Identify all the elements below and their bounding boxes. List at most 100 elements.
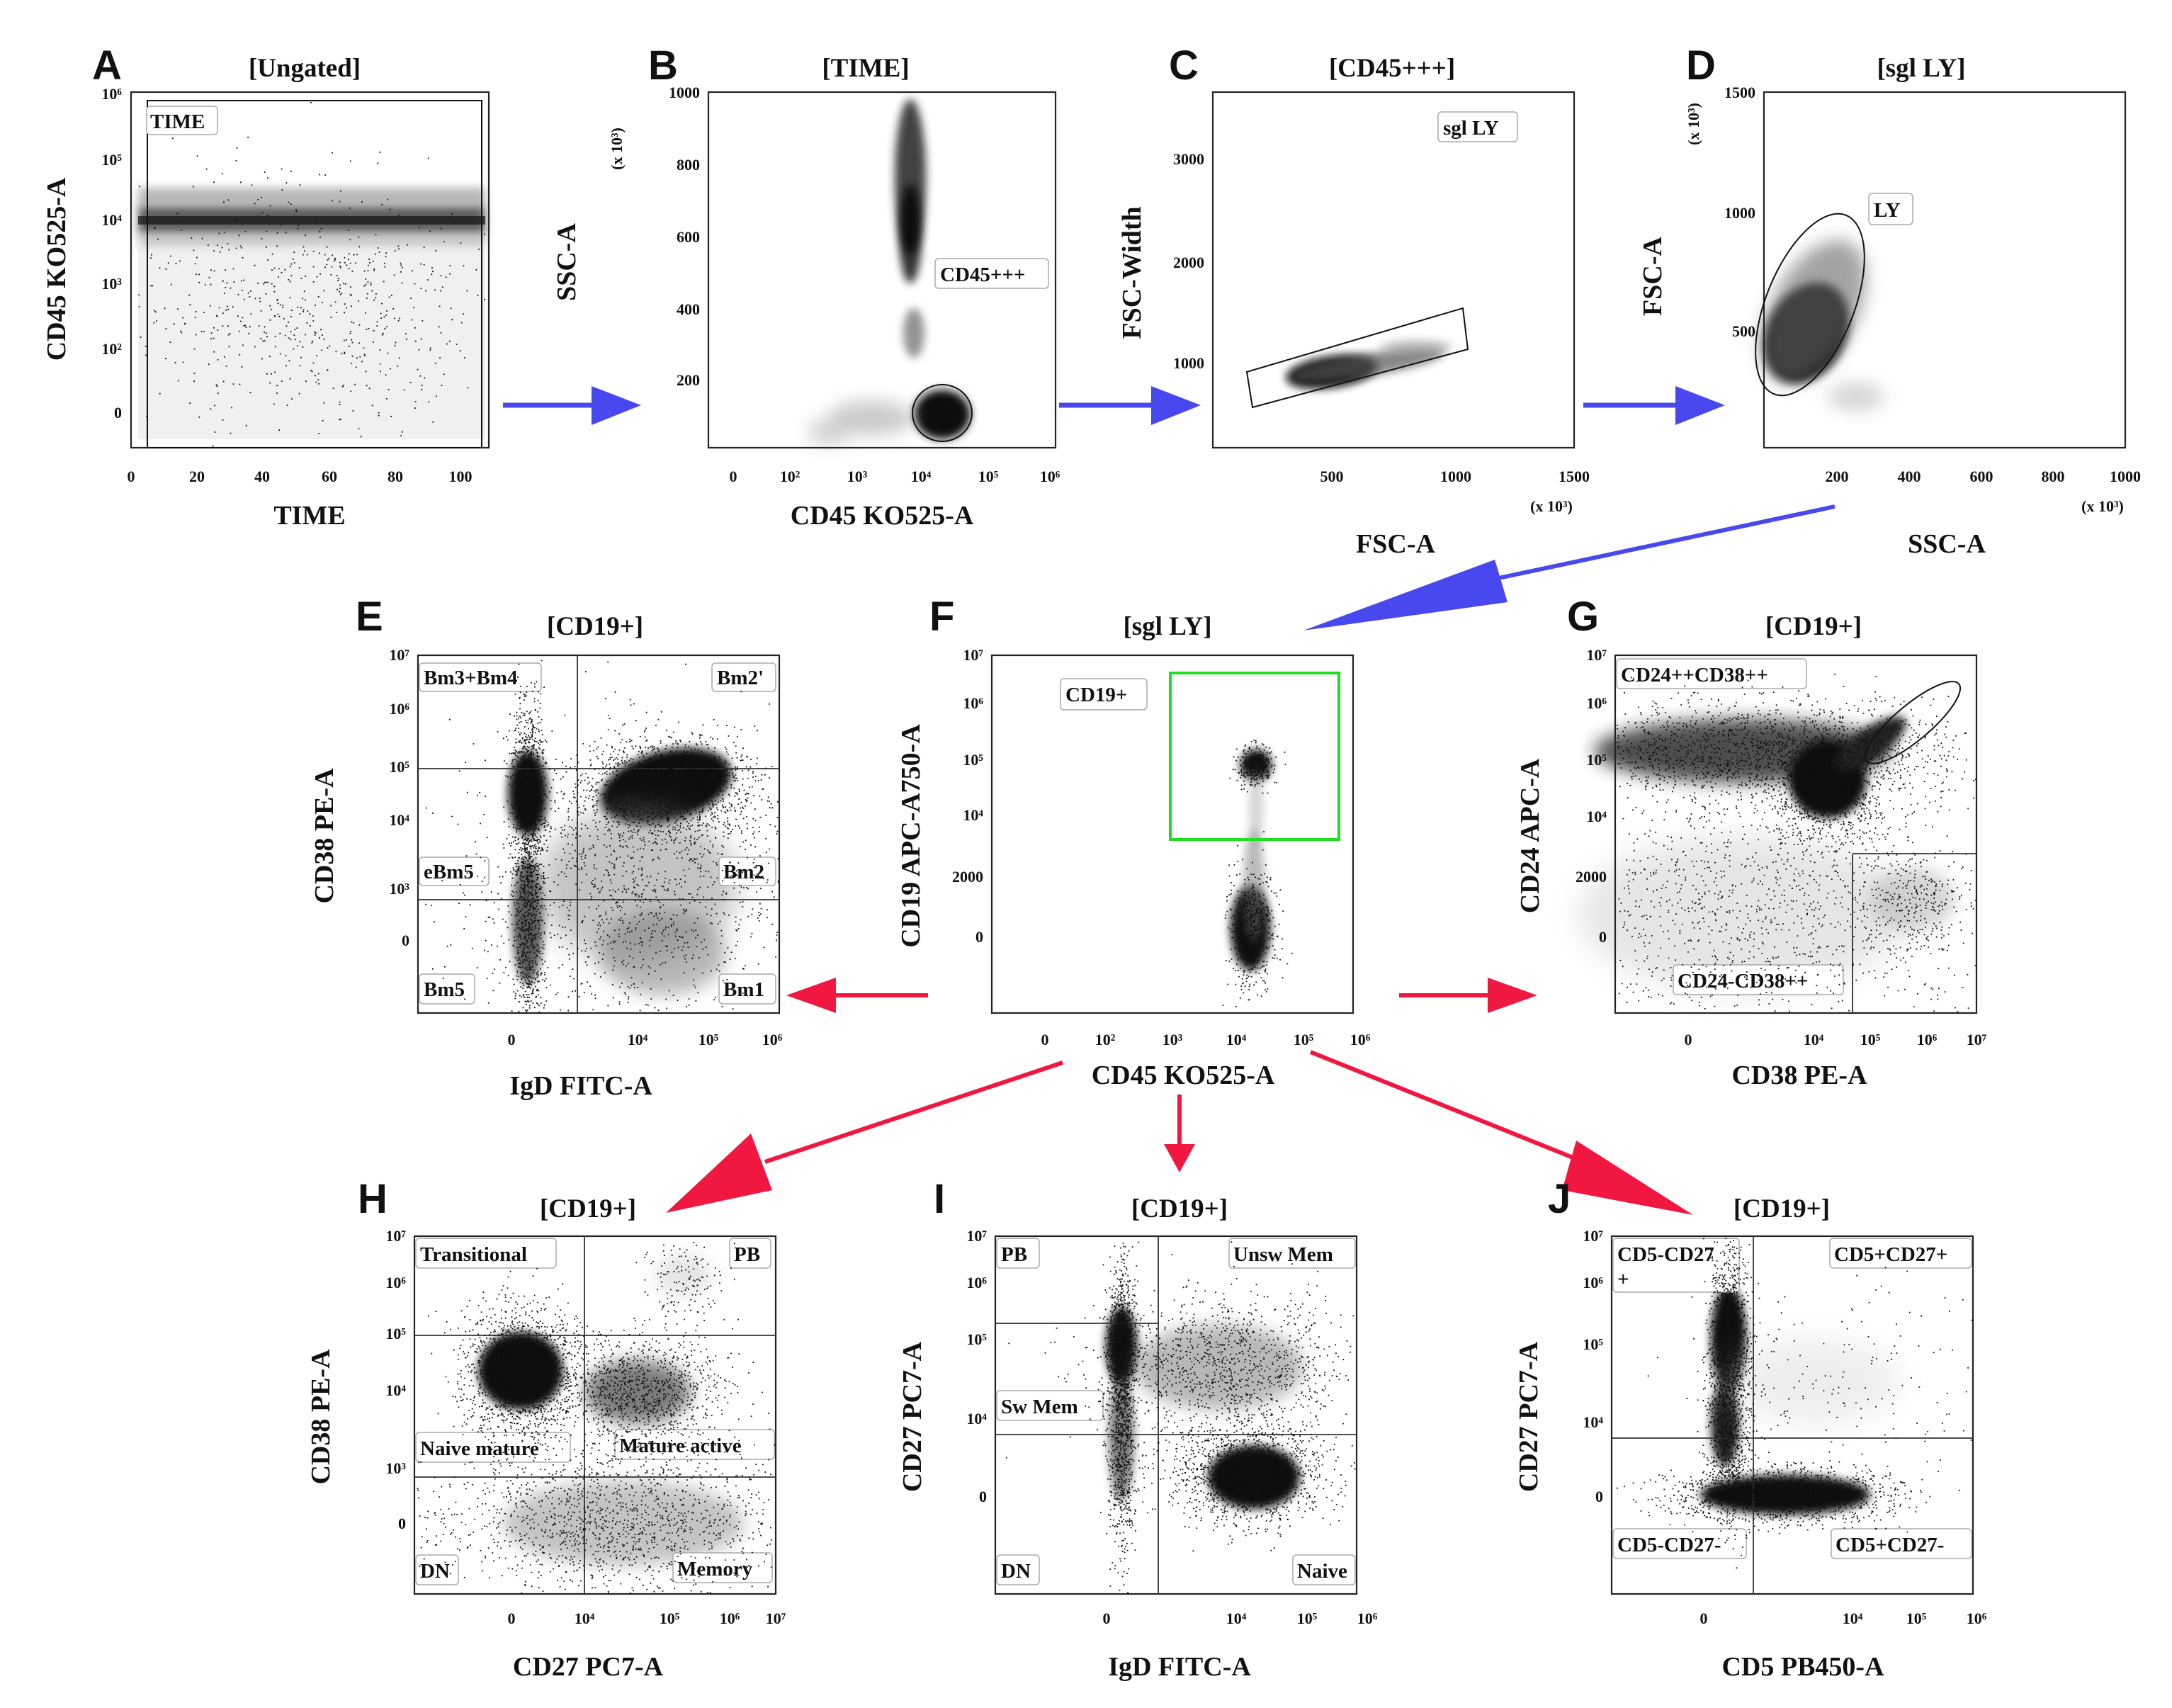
scatter-cloud — [1693, 1238, 1770, 1493]
panel-e-xtick: 10⁵ — [698, 1031, 719, 1048]
panel-j-xtick: 10⁴ — [1843, 1610, 1863, 1627]
panel-d-ly-gate — [1755, 213, 1865, 397]
arrow-d-to-f — [1303, 504, 1836, 630]
panel-e-xtick: 0 — [508, 1031, 516, 1048]
panel-d-xtick: 1000 — [2110, 468, 2141, 485]
panel-d-xtick: 200 — [1826, 468, 1849, 485]
panel-f-ytick: 10⁷ — [963, 646, 983, 664]
red-arrows — [666, 978, 1693, 1215]
panel-i-gate-dn: DN — [1001, 1560, 1031, 1583]
panel-g-density — [1580, 716, 1955, 992]
panel-j-gate-cd5pos-cd27pos: CD5+CD27+ — [1834, 1243, 1947, 1266]
panel-a-xtick: 40 — [254, 468, 270, 485]
panel-c-density — [1286, 340, 1452, 389]
panel-d: D [sgl LY] LY (x 10³) 1500 1000 500 200 … — [1638, 43, 2141, 559]
panel-f-xtick: 10⁶ — [1350, 1031, 1371, 1048]
scatter-cloud — [1097, 1241, 1145, 1465]
panel-g-ytick: 10⁵ — [1586, 751, 1607, 769]
panel-a-label: A — [92, 43, 122, 89]
panel-g-gate-box — [1616, 658, 1807, 689]
panel-a-ytick: 10⁶ — [101, 85, 122, 103]
panel-i-ytick: 10⁶ — [966, 1274, 987, 1291]
panel-f-gate-box — [1060, 678, 1148, 711]
panel-a-xtick: 20 — [189, 468, 205, 485]
panel-j-ytick: 0 — [1595, 1488, 1603, 1505]
panel-f-cd19-gate — [1169, 672, 1340, 841]
panel-a-xtick: 80 — [388, 468, 403, 485]
blue-arrows — [503, 386, 1836, 630]
panel-h-xticks: 0 10⁴ 10⁵ 10⁶ 10⁷ — [508, 1610, 786, 1627]
panel-i-gate-box — [996, 1390, 1104, 1421]
panel-b-xtick: 10⁴ — [911, 468, 932, 485]
panel-e-xtick: 10⁴ — [628, 1031, 648, 1048]
panel-e-gate-ebm5: eBm5 — [424, 861, 474, 883]
panel-f-frame — [990, 654, 1354, 1014]
panel-j-ytick: 10⁶ — [1583, 1274, 1603, 1291]
panel-i-ylabel: CD27 PC7-A — [898, 1341, 927, 1492]
panel-f-ytick: 10⁶ — [963, 694, 983, 712]
panel-g-yticks: 10⁷ 10⁶ 10⁵ 10⁴ 2000 0 — [1576, 646, 1607, 946]
panel-h-frame — [413, 1235, 777, 1595]
panel-j-label: J — [1548, 1176, 1571, 1222]
panel-d-ytick: 1000 — [1724, 204, 1755, 222]
panel-d-gate-box — [1868, 193, 1913, 225]
panel-i-frame — [994, 1235, 1358, 1595]
panel-g-gate-cd24neg: CD24-CD38++ — [1678, 970, 1808, 992]
arrow-f-to-e — [786, 978, 928, 1013]
panel-c-ytick: 2000 — [1173, 254, 1204, 271]
panel-c-label: C — [1169, 43, 1199, 89]
panel-e-gate-bm3bm4: Bm3+Bm4 — [424, 667, 518, 689]
panel-i-xtick: 10⁴ — [1226, 1610, 1247, 1627]
panel-b: B [TIME] CD45+++ (x 10³) 1000 800 600 40… — [552, 43, 1060, 531]
panel-a-ytick: 0 — [114, 404, 122, 422]
panel-e-gate-box — [419, 856, 490, 886]
panel-g-ytick: 0 — [1599, 928, 1607, 946]
panel-a-xticks: 0 20 40 60 80 100 — [128, 468, 473, 485]
scatter-cloud — [1740, 694, 1926, 877]
panel-h-ytick: 10⁵ — [385, 1325, 406, 1342]
panel-h-gate-dn: DN — [420, 1560, 450, 1583]
panel-c-singlet-gate — [1245, 307, 1469, 409]
panel-j-frame — [1610, 1235, 1974, 1595]
panel-c-xtick: 1000 — [1440, 468, 1471, 485]
panel-e-density — [508, 747, 737, 995]
panel-b-xlabel: CD45 KO525-A — [791, 501, 974, 531]
panel-e-yticks: 10⁷ 10⁶ 10⁵ 10⁴ 10³ 0 — [389, 646, 409, 949]
panel-b-yticks: 1000 800 600 400 200 — [669, 84, 700, 389]
panel-h-xtick: 10⁴ — [575, 1610, 595, 1627]
panel-c: C [CD45+++] sgl LY 3000 2000 1000 500 10… — [1117, 43, 1590, 559]
panel-f-title: [sgl LY] — [1123, 612, 1211, 641]
arrow-b-to-c — [1059, 386, 1201, 425]
panel-f-ytick: 10⁵ — [963, 751, 983, 769]
panel-e-label: E — [356, 594, 383, 640]
panel-a-ytick: 10² — [101, 340, 122, 358]
panel-g-gate-box — [1673, 964, 1844, 995]
panel-e-frame — [417, 654, 781, 1014]
panel-d-gate-ly: LY — [1874, 199, 1901, 222]
panel-e-ytick: 10⁴ — [389, 811, 409, 829]
panel-c-gate-box — [1437, 111, 1518, 142]
panel-d-ytick: 1500 — [1724, 84, 1755, 101]
panel-h-gate-box — [672, 1552, 773, 1583]
panel-j-gate-box — [1829, 1238, 1972, 1269]
panel-j-gate-box — [1831, 1528, 1972, 1559]
panel-i-xticks: 0 10⁴ 10⁵ 10⁶ — [1103, 1610, 1378, 1627]
panel-f-xlabel: CD45 KO525-A — [1092, 1061, 1275, 1090]
arrow-f-to-j — [1309, 1050, 1693, 1215]
panel-e-xtick: 10⁶ — [762, 1031, 783, 1048]
panel-a-xtick: 0 — [128, 468, 135, 485]
panel-f-xticks: 0 10² 10³ 10⁴ 10⁵ 10⁶ — [1041, 1031, 1371, 1048]
arrow-c-to-d — [1583, 386, 1725, 425]
panel-b-xticks: 0 10² 10³ 10⁴ 10⁵ 10⁶ — [730, 468, 1060, 485]
panel-b-ytick: 800 — [677, 156, 700, 174]
panel-b-gate-cd45: CD45+++ — [940, 264, 1025, 286]
panel-c-title: [CD45+++] — [1329, 54, 1455, 83]
panel-i-title: [CD19+] — [1131, 1194, 1228, 1223]
panel-i-label: I — [934, 1176, 945, 1222]
panel-i-gate-swmem: Sw Mem — [1001, 1396, 1078, 1418]
panel-b-xtick: 10² — [780, 468, 801, 485]
panel-d-xtick: 800 — [2042, 468, 2065, 485]
panel-a-ytick: 10⁴ — [101, 211, 122, 229]
panel-h-title: [CD19+] — [540, 1194, 636, 1223]
